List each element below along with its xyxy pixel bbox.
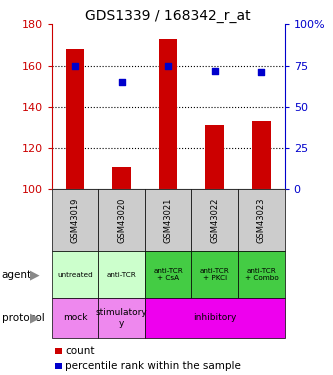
Text: GSM43021: GSM43021 — [164, 198, 173, 243]
Text: count: count — [65, 346, 95, 355]
Bar — [66, 49, 84, 189]
Point — [259, 69, 264, 75]
Text: agent: agent — [2, 270, 32, 280]
Text: GSM43022: GSM43022 — [210, 198, 219, 243]
Text: anti-TCR: anti-TCR — [107, 272, 137, 278]
Text: mock: mock — [63, 314, 87, 322]
Point — [72, 63, 78, 69]
Text: ▶: ▶ — [30, 311, 40, 324]
Bar — [112, 166, 131, 189]
Text: anti-TCR
+ Combo: anti-TCR + Combo — [244, 268, 278, 281]
Point — [119, 79, 124, 85]
Bar — [252, 122, 271, 189]
Bar — [205, 125, 224, 189]
Text: GSM43019: GSM43019 — [70, 198, 80, 243]
Text: inhibitory: inhibitory — [193, 314, 236, 322]
Text: GSM43023: GSM43023 — [257, 198, 266, 243]
Text: anti-TCR
+ CsA: anti-TCR + CsA — [153, 268, 183, 281]
Text: GSM43020: GSM43020 — [117, 198, 126, 243]
Text: percentile rank within the sample: percentile rank within the sample — [65, 361, 241, 370]
Text: anti-TCR
+ PKCi: anti-TCR + PKCi — [200, 268, 230, 281]
Title: GDS1339 / 168342_r_at: GDS1339 / 168342_r_at — [85, 9, 251, 23]
Text: stimulatory
y: stimulatory y — [96, 308, 148, 327]
Point — [212, 68, 217, 74]
Text: ▶: ▶ — [30, 268, 40, 281]
Text: untreated: untreated — [57, 272, 93, 278]
Text: protocol: protocol — [2, 313, 44, 323]
Point — [166, 63, 171, 69]
Bar — [159, 39, 177, 189]
